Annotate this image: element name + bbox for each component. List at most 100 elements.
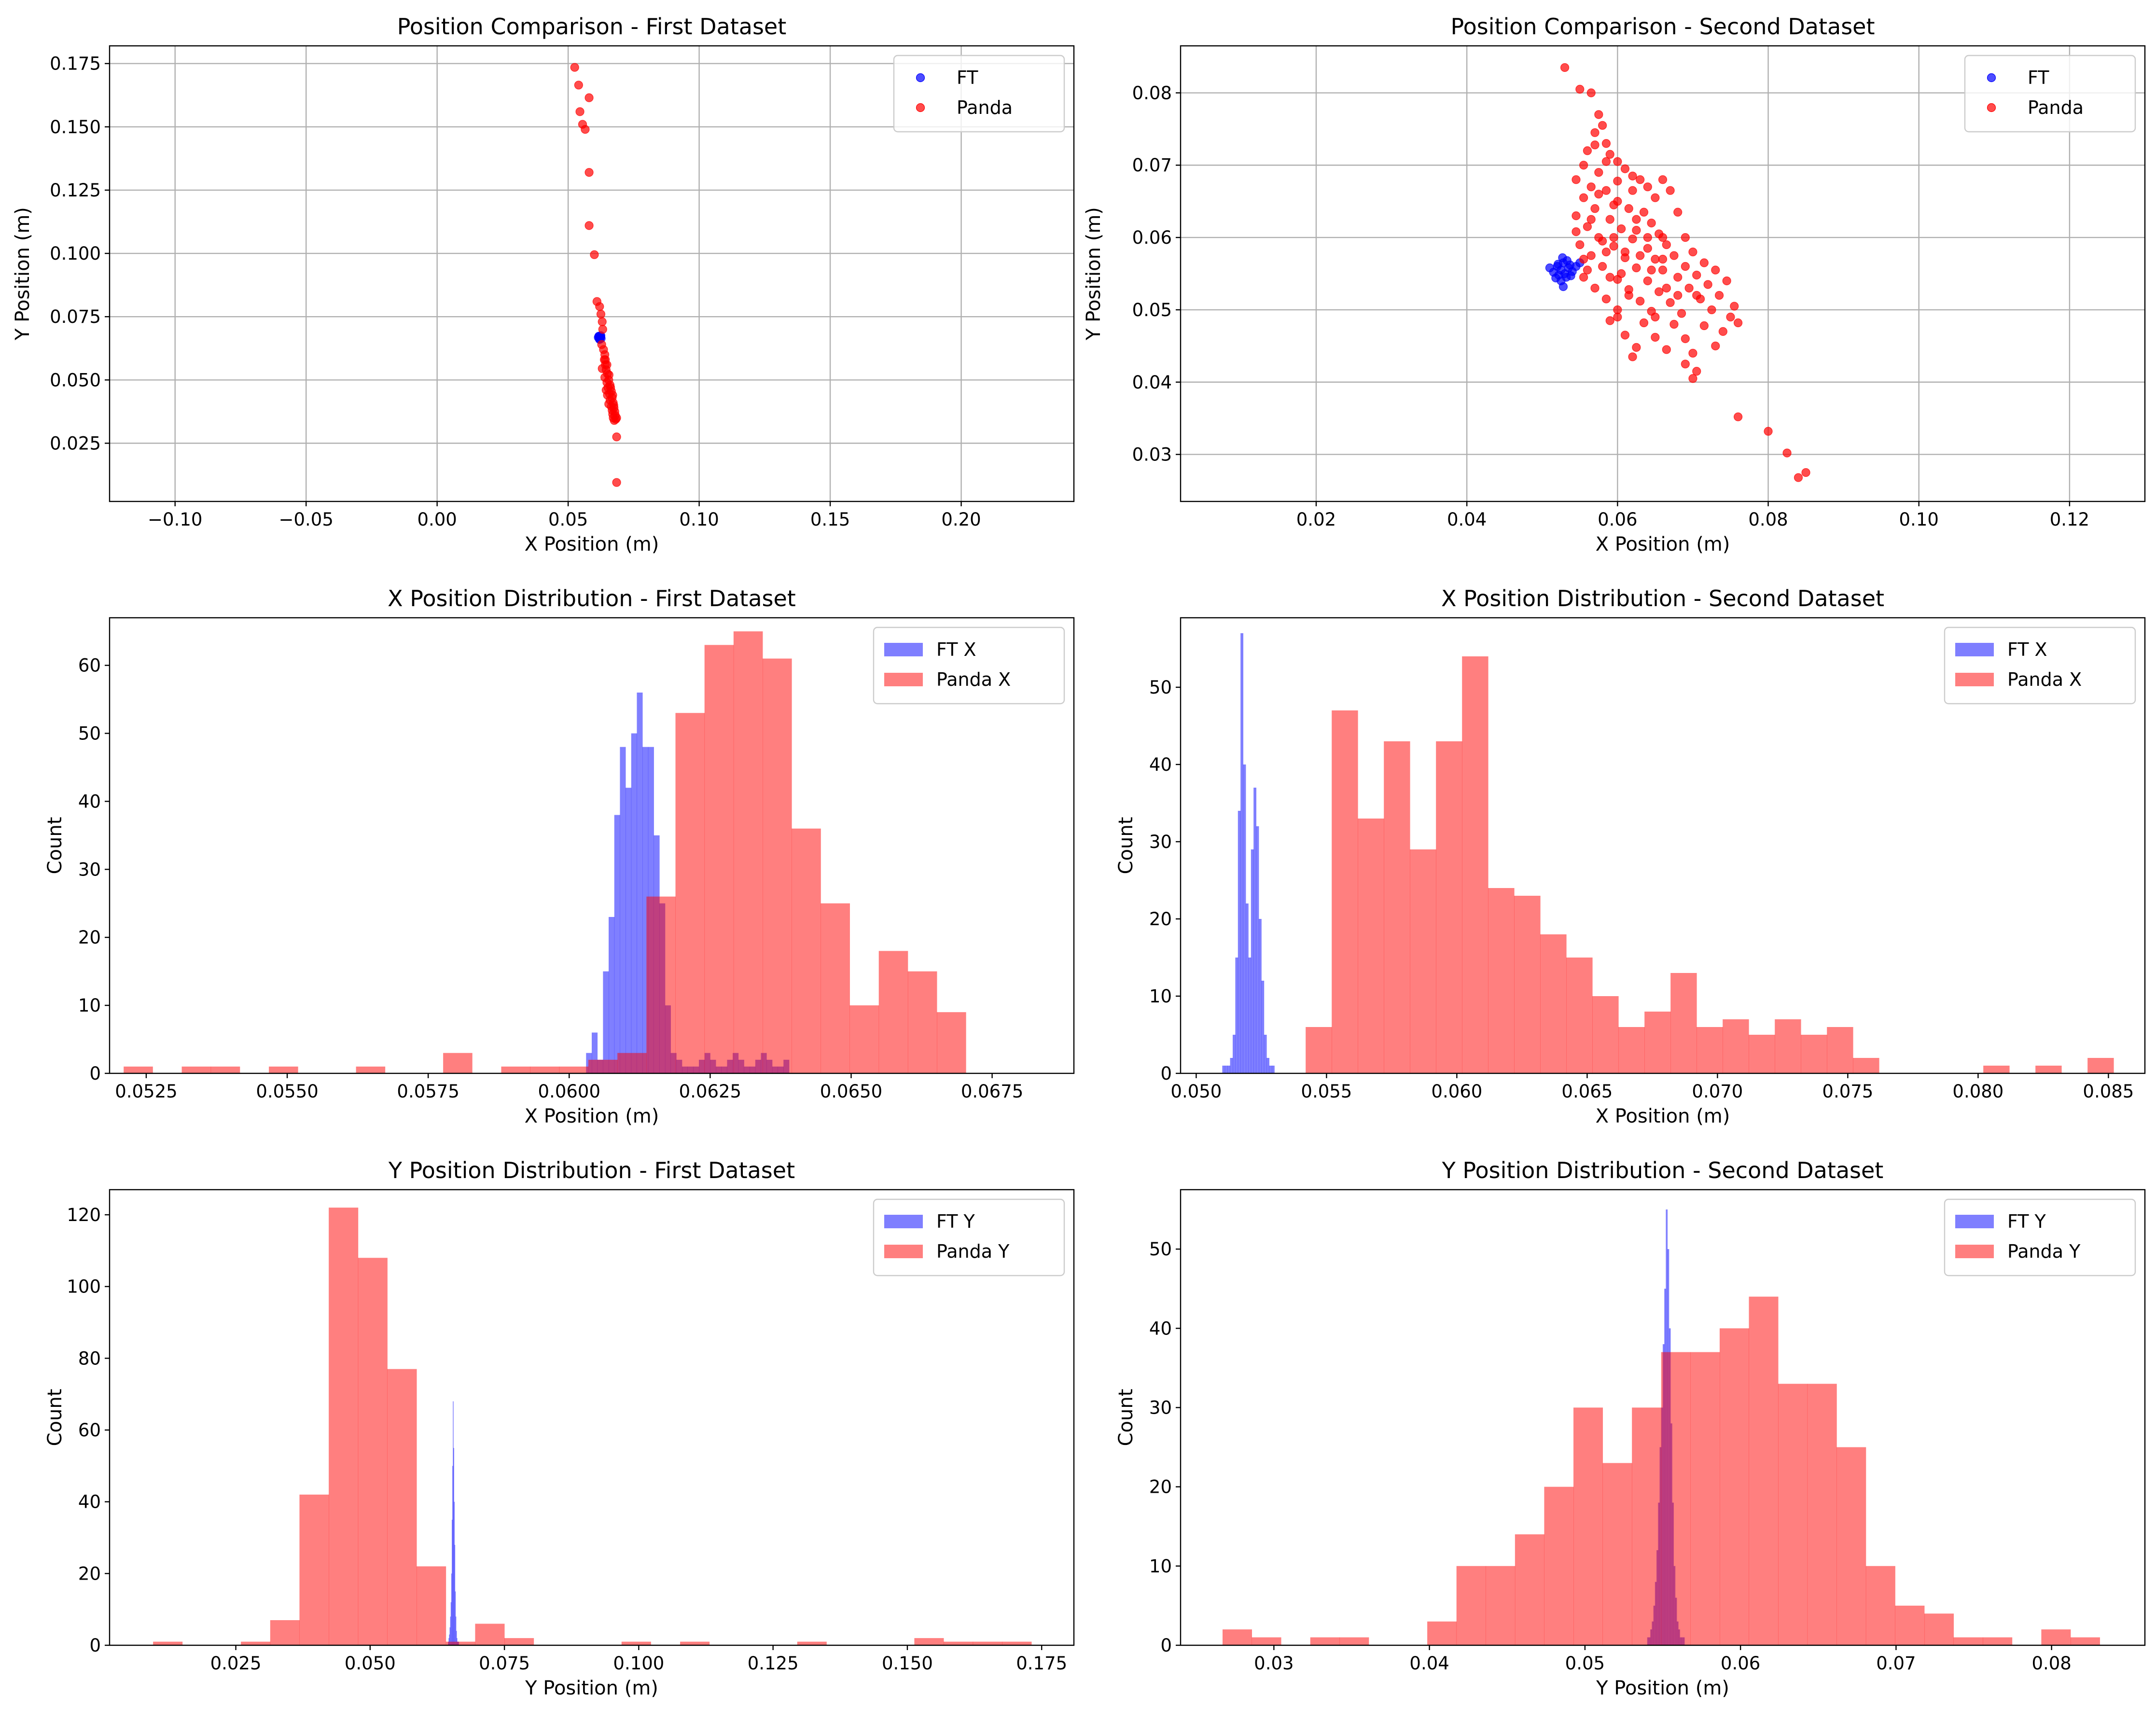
y-tick-label: 30 bbox=[78, 859, 101, 880]
hist-bar-panda-y bbox=[944, 1641, 974, 1645]
hist-bar-panda-y bbox=[621, 1641, 651, 1645]
x-tick-label: 0.125 bbox=[748, 1653, 799, 1674]
scatter-point-panda bbox=[1583, 146, 1592, 155]
hist-bar-ft-y bbox=[453, 1401, 454, 1645]
y-tick-label: 60 bbox=[78, 1420, 101, 1441]
scatter-point-panda bbox=[1662, 240, 1671, 250]
axes-frame bbox=[1180, 45, 2146, 502]
x-tick-label: 0.06 bbox=[1721, 1653, 1760, 1674]
y-tick-label: 40 bbox=[1149, 754, 1172, 775]
hist-bar-panda-x bbox=[588, 1059, 618, 1073]
scatter-point-panda bbox=[1707, 305, 1716, 315]
hist-bar-panda-x bbox=[181, 1066, 211, 1073]
legend-swatch-panda-y bbox=[1955, 1245, 1994, 1258]
y-tick-label: 40 bbox=[1149, 1318, 1172, 1339]
x-tick-label: 0.0625 bbox=[679, 1081, 741, 1102]
scatter-point-panda bbox=[1609, 200, 1618, 209]
scatter-point-panda bbox=[1658, 175, 1668, 184]
scatter-point-panda bbox=[1643, 276, 1652, 286]
hist-bar-panda-x bbox=[1983, 1066, 2010, 1073]
x-tick-label: 0.0575 bbox=[397, 1081, 459, 1102]
scatter-point-panda bbox=[1688, 348, 1697, 358]
scatter-point-panda bbox=[1598, 236, 1607, 246]
scatter-point-panda bbox=[1733, 412, 1743, 421]
hist-bar-panda-x bbox=[1853, 1058, 1879, 1073]
hist-bar-panda-y bbox=[1778, 1384, 1808, 1645]
scatter-point-panda bbox=[1628, 352, 1637, 361]
chart-title: X Position Distribution - Second Dataset bbox=[1441, 585, 1884, 611]
hist-bar-panda-y bbox=[1632, 1407, 1662, 1645]
hist-bar-ft-x bbox=[1259, 919, 1262, 1073]
scatter-point-panda bbox=[1594, 110, 1603, 119]
scatter-point-panda bbox=[1655, 287, 1664, 296]
y-tick-label: 0 bbox=[1160, 1063, 1172, 1084]
hist-bar-ft-y bbox=[453, 1448, 454, 1645]
scatter-point-ft bbox=[1553, 260, 1563, 269]
hist-bar-panda-x bbox=[1592, 996, 1619, 1073]
y-tick-label: 0.04 bbox=[1132, 372, 1172, 393]
scatter-point-panda bbox=[1722, 276, 1731, 286]
scatter-point-panda bbox=[1609, 233, 1618, 242]
scatter-point-panda bbox=[590, 250, 599, 259]
hist-bar-ft-x bbox=[1272, 1066, 1275, 1073]
hist-bar-panda-y bbox=[1310, 1637, 1340, 1645]
y-tick-label: 120 bbox=[67, 1205, 101, 1225]
y-axis-label: Count bbox=[44, 1389, 66, 1446]
scatter-point-panda bbox=[1601, 186, 1611, 195]
scatter-point-panda bbox=[1617, 269, 1626, 278]
legend-label: FT bbox=[2028, 67, 2049, 88]
hist-bar-ft-x bbox=[1251, 849, 1254, 1073]
y-tick-label: 30 bbox=[1149, 1397, 1172, 1418]
scatter-point-panda bbox=[1692, 291, 1701, 300]
legend-label: Panda X bbox=[2007, 669, 2082, 690]
hist-bar-panda-x bbox=[1436, 741, 1462, 1073]
scatter-point-ft bbox=[1558, 282, 1568, 292]
hist-bar-panda-x bbox=[1801, 1035, 1827, 1073]
hist-bar-panda-x bbox=[1775, 1019, 1801, 1073]
x-axis-label: X Position (m) bbox=[525, 1105, 659, 1127]
scatter-point-panda bbox=[1730, 302, 1739, 311]
scatter-point-panda bbox=[1624, 204, 1633, 213]
scatter-point-panda bbox=[1590, 128, 1600, 137]
y-tick-label: 0.100 bbox=[50, 243, 101, 264]
hist-bar-panda-x bbox=[1306, 1027, 1332, 1073]
scatter-point-panda bbox=[584, 221, 594, 230]
legend-label: FT Y bbox=[2007, 1211, 2046, 1232]
hist-bar-ft-y bbox=[449, 1627, 451, 1645]
y-tick-label: 0 bbox=[1160, 1635, 1172, 1656]
plot-area bbox=[1545, 63, 1810, 482]
legend-marker-ft bbox=[1987, 73, 1996, 83]
hist-bar-panda-y bbox=[241, 1641, 271, 1645]
hist-bar-ft-x bbox=[1240, 633, 1243, 1073]
scatter-point-panda bbox=[1605, 316, 1614, 325]
hist-bar-panda-y bbox=[1661, 1352, 1691, 1645]
scatter-point-panda bbox=[1692, 367, 1701, 376]
chart-p5: 0.025 0.050 0.075 0.100 0.125 0.150 0.175 0 20 40… bbox=[44, 1157, 1075, 1699]
hist-bar-ft-x bbox=[1261, 981, 1265, 1073]
hist-bar-panda-y bbox=[1895, 1605, 1925, 1645]
scatter-point-panda bbox=[612, 478, 621, 487]
x-tick-label: 0.060 bbox=[1431, 1081, 1482, 1102]
hist-bar-ft-x bbox=[1233, 1035, 1236, 1073]
scatter-point-panda bbox=[1601, 157, 1611, 166]
hist-bar-panda-y bbox=[1252, 1637, 1281, 1645]
hist-bar-panda-x bbox=[124, 1066, 153, 1073]
y-tick-label: 0.03 bbox=[1132, 444, 1172, 465]
x-tick-label: 0.07 bbox=[1876, 1653, 1916, 1674]
hist-bar-panda-x bbox=[1749, 1035, 1775, 1073]
plot-area bbox=[570, 63, 621, 487]
y-tick-label: 40 bbox=[78, 791, 101, 812]
chart-p3: 0.0525 0.0550 0.0575 0.0600 0.0625 0.0650 0.06… bbox=[44, 585, 1075, 1127]
scatter-point-panda bbox=[1673, 291, 1683, 300]
scatter-point-panda bbox=[1620, 164, 1630, 173]
hist-bar-panda-x bbox=[1332, 710, 1358, 1073]
hist-bar-panda-x bbox=[530, 1066, 560, 1073]
hist-bar-panda-y bbox=[1573, 1407, 1603, 1645]
x-tick-label: 0.050 bbox=[345, 1653, 396, 1674]
scatter-point-panda bbox=[570, 63, 579, 72]
scatter-point-panda bbox=[1669, 319, 1679, 329]
hist-bar-panda-x bbox=[1384, 741, 1410, 1073]
scatter-point-panda bbox=[1632, 225, 1641, 235]
x-tick-label: 0.10 bbox=[679, 509, 719, 530]
x-tick-label: 0.0600 bbox=[538, 1081, 600, 1102]
